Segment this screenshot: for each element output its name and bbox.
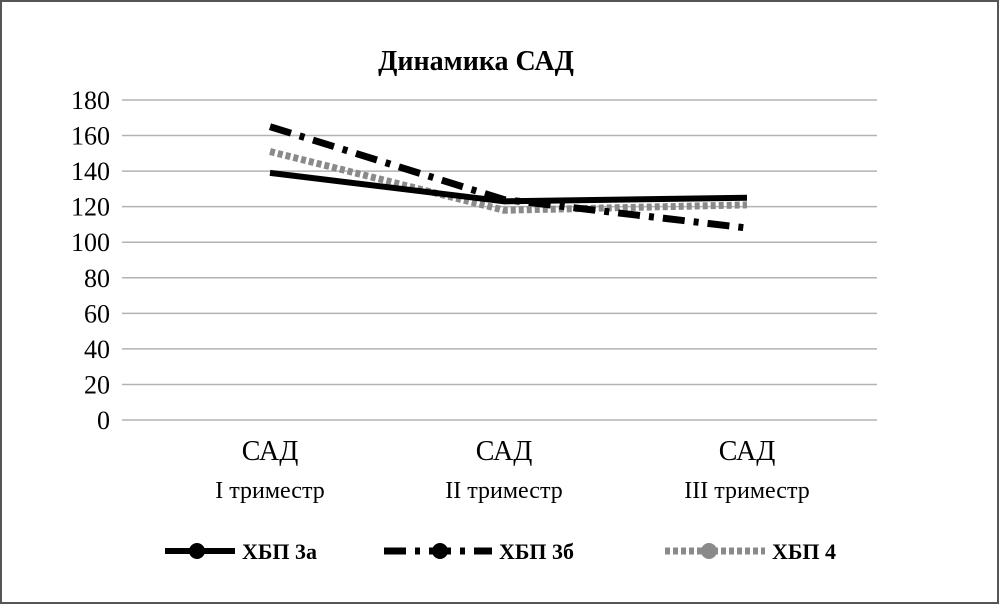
y-tick-label: 160 xyxy=(71,122,110,151)
legend-label: ХБП 4 xyxy=(772,539,836,564)
x-category-label: САД xyxy=(476,436,533,467)
series-line-ХБП 3б xyxy=(268,123,748,232)
legend-marker xyxy=(189,543,205,559)
x-category-sublabel: III триместр xyxy=(684,478,809,504)
y-tick-label: 100 xyxy=(71,228,110,257)
y-tick-label: 60 xyxy=(84,299,110,328)
legend-label: ХБП 3а xyxy=(242,539,317,564)
y-axis-ticks: 0 20 40 60 80 100 120 140 160 180 xyxy=(71,86,110,435)
y-tick-label: 120 xyxy=(71,193,110,222)
series-line-ХБП 4 xyxy=(269,148,748,214)
grid xyxy=(122,99,877,421)
y-tick-label: 180 xyxy=(71,86,110,115)
x-category-sublabel: II триместр xyxy=(445,478,562,504)
y-tick-label: 140 xyxy=(71,157,110,186)
x-category-label: САД xyxy=(242,436,299,467)
legend-label: ХБП 3б xyxy=(499,539,574,564)
y-tick-label: 0 xyxy=(97,406,110,435)
legend-marker xyxy=(432,543,448,559)
x-category-sublabel: I триместр xyxy=(215,478,325,504)
x-axis-categories: САД I триместр САД II триместр САД III тримес… xyxy=(215,436,809,504)
legend-marker xyxy=(701,543,717,559)
series-lines xyxy=(268,123,748,232)
legend: ХБП 3а ХБП 3б ХБП 4 xyxy=(165,539,836,564)
series-line-ХБП 3а xyxy=(269,169,748,205)
x-category-label: САД xyxy=(719,436,776,467)
chart-title: Динамика САД xyxy=(378,46,574,77)
y-tick-label: 40 xyxy=(84,335,110,364)
y-tick-label: 20 xyxy=(84,370,110,399)
y-tick-label: 80 xyxy=(84,264,110,293)
